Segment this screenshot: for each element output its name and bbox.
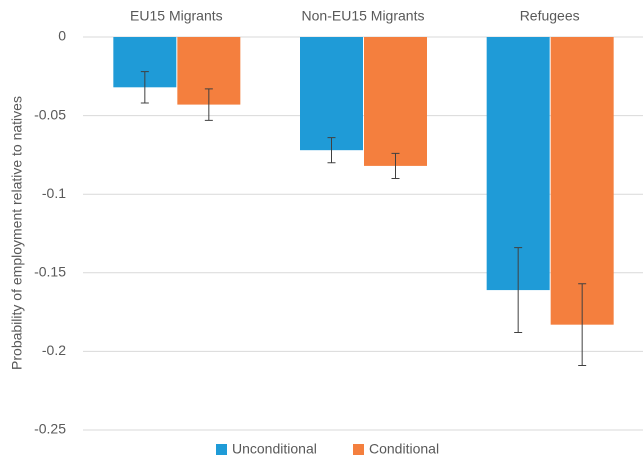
category-label: Non-EU15 Migrants bbox=[302, 8, 425, 24]
error-bar bbox=[204, 88, 213, 121]
category-label: EU15 Migrants bbox=[130, 8, 223, 24]
error-bar bbox=[327, 137, 336, 164]
category-label: Refugees bbox=[520, 8, 580, 24]
y-tick-label: 0 bbox=[58, 28, 66, 44]
bar bbox=[550, 37, 614, 325]
legend-swatch bbox=[353, 444, 364, 455]
error-bar bbox=[514, 247, 523, 334]
y-tick-label: -0.1 bbox=[42, 185, 66, 201]
error-bar bbox=[140, 71, 149, 104]
legend-swatch bbox=[216, 444, 227, 455]
y-tick-label: -0.25 bbox=[34, 421, 66, 437]
y-tick-label: -0.15 bbox=[34, 264, 66, 280]
error-bar bbox=[391, 152, 400, 179]
bar bbox=[300, 37, 363, 151]
bar bbox=[364, 37, 427, 166]
legend-label: Conditional bbox=[369, 441, 439, 457]
y-tick-label: -0.2 bbox=[42, 342, 66, 358]
error-bar bbox=[578, 283, 587, 367]
y-axis-label: Probability of employment relative to na… bbox=[9, 96, 25, 370]
y-tick-label: -0.05 bbox=[34, 106, 66, 122]
legend-label: Unconditional bbox=[232, 441, 317, 457]
